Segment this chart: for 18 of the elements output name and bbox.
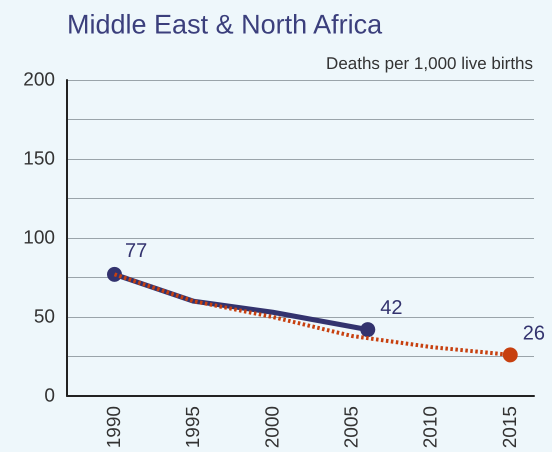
- y-tick-label: 50: [34, 306, 55, 328]
- chart-title: Middle East & North Africa: [67, 10, 384, 40]
- x-tick-label: 1995: [183, 406, 204, 448]
- x-tick-label: 2000: [262, 406, 284, 448]
- y-tick-label: 200: [23, 70, 55, 90]
- x-tick-label: 1990: [104, 406, 125, 448]
- x-tick-label: 2010: [420, 406, 442, 448]
- y-tick-label: 150: [23, 148, 55, 170]
- data-label: 26: [522, 322, 546, 344]
- y-tick-label: 0: [44, 386, 55, 406]
- data-label: 77: [124, 240, 148, 262]
- data-label: 42: [380, 297, 403, 320]
- point: [502, 347, 518, 362]
- y-axis-title: Deaths per 1,000 live births: [326, 54, 534, 73]
- x-tick-label: 2005: [341, 406, 362, 448]
- point: [360, 322, 376, 338]
- x-tick-label: 2015: [500, 406, 521, 448]
- y-tick-label: 100: [23, 228, 55, 248]
